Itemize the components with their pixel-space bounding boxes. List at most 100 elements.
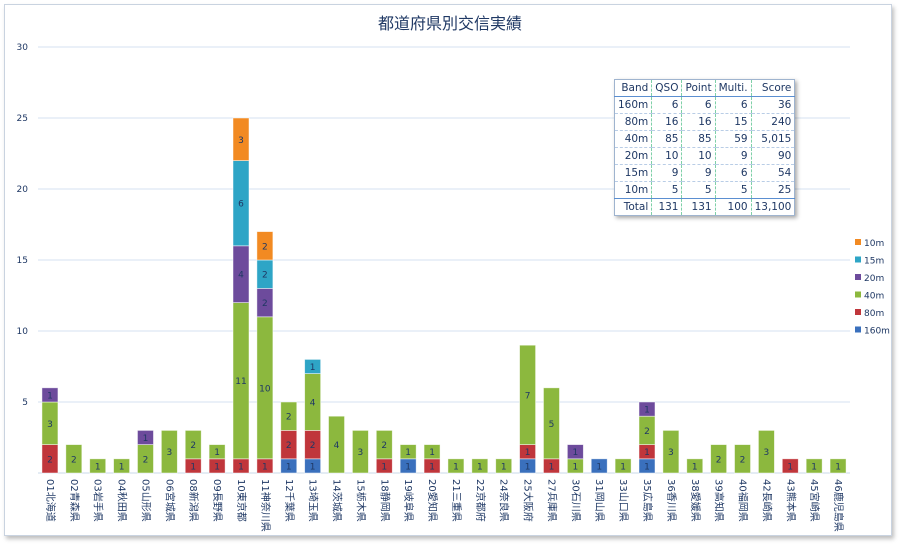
table-header-row: Band QSO Point Multi. Score <box>614 79 795 97</box>
table-cell: 15m <box>614 164 652 182</box>
legend-swatch-160m <box>855 326 861 333</box>
data-label: 2 <box>716 455 722 465</box>
data-label: 5 <box>549 420 555 430</box>
data-label: 1 <box>692 462 698 472</box>
bar-segment-40m <box>447 458 465 474</box>
data-label: 7 <box>525 391 531 401</box>
table-cell: 15 <box>714 113 752 131</box>
x-tick-label: 31岡山県 <box>593 479 605 522</box>
data-label: 2 <box>286 413 292 423</box>
bar-segment-40m <box>65 444 83 474</box>
table-cell: 90 <box>750 147 795 165</box>
data-label: 6 <box>238 200 244 210</box>
data-label: 1 <box>95 462 101 472</box>
table-cell: 5,015 <box>750 130 795 148</box>
data-label: 1 <box>572 462 578 472</box>
data-label: 2 <box>71 455 77 465</box>
data-label: 1 <box>644 448 650 458</box>
legend-swatch-20m <box>855 274 861 280</box>
legend-swatch-10m <box>855 239 861 245</box>
x-tick-label: 42長崎県 <box>760 479 773 522</box>
total-cell: Total <box>614 198 652 216</box>
score-summary-table: Band QSO Point Multi. Score 160m 6 6 6 36 80m… <box>614 79 796 216</box>
table-cell: 36 <box>750 96 795 114</box>
data-label: 1 <box>620 462 626 472</box>
legend-swatch-80m <box>855 309 861 315</box>
bar-segment-40m <box>399 444 417 460</box>
data-label: 2 <box>644 427 650 437</box>
x-tick-label: 05山形県 <box>139 479 151 522</box>
table-cell: 85 <box>651 130 682 148</box>
x-tick-label: 22京都府 <box>474 479 487 522</box>
data-label: 3 <box>166 448 172 458</box>
data-label: 1 <box>525 448 531 458</box>
legend-swatch-15m <box>855 256 861 263</box>
table-cell: 6 <box>714 164 752 182</box>
y-tick-label: 20 <box>17 185 29 195</box>
header-cell: QSO <box>651 79 682 97</box>
data-label: 1 <box>787 462 793 472</box>
data-label: 2 <box>740 455 746 465</box>
table-cell: 10 <box>681 147 716 165</box>
header-cell: Band <box>614 79 652 97</box>
bar-segment-40m <box>280 401 298 431</box>
table-cell: 5 <box>714 181 752 199</box>
table-cell: 59 <box>714 130 752 148</box>
table-cell: 16 <box>651 113 682 131</box>
bar-segment-40m <box>113 458 130 474</box>
x-tick-label: 02青森県 <box>68 479 81 522</box>
table-cell: 10 <box>651 147 682 165</box>
bar-segment-40m <box>829 458 847 474</box>
data-label: 1 <box>119 462 125 472</box>
x-tick-label: 11神奈川県 <box>259 479 272 532</box>
data-label: 4 <box>238 271 244 281</box>
x-tick-label: 45宮崎県 <box>808 479 821 522</box>
table-cell: 9 <box>681 164 716 182</box>
x-tick-label: 09長野県 <box>211 479 223 522</box>
bar-segment-20m <box>566 444 584 460</box>
x-tick-label: 13埼玉県 <box>307 479 320 522</box>
data-label: 1 <box>214 462 220 472</box>
table-cell: 9 <box>651 164 682 182</box>
bar-segment-40m <box>758 429 775 474</box>
bar-segment-40m <box>160 429 178 474</box>
header-cell: Point <box>681 79 716 97</box>
data-label: 3 <box>47 420 53 430</box>
data-label: 1 <box>262 462 268 472</box>
bar-segment-40m <box>710 444 728 474</box>
table-cell: 16 <box>681 113 716 131</box>
total-cell: 100 <box>714 198 752 216</box>
bar-segment-40m <box>352 429 369 474</box>
data-label: 4 <box>310 399 316 409</box>
data-label: 1 <box>596 462 602 472</box>
data-label: 1 <box>310 363 316 373</box>
x-tick-label: 06宮城県 <box>163 479 176 522</box>
bar-segment-40m <box>375 429 393 460</box>
data-label: 3 <box>238 136 244 146</box>
bar-segment-160m <box>590 458 608 474</box>
legend-label: 20m <box>864 274 884 284</box>
x-tick-label: 21三重県 <box>450 479 463 522</box>
data-label: 1 <box>286 462 292 472</box>
data-label: 1 <box>572 448 578 458</box>
legend-label: 160m <box>864 327 890 337</box>
bar-segment-20m <box>638 401 656 417</box>
bar-segment-40m <box>519 344 536 446</box>
data-label: 2 <box>190 441 196 451</box>
table-cell: 5 <box>681 181 716 199</box>
data-label: 1 <box>238 462 244 472</box>
x-tick-label: 03岩手県 <box>92 479 105 522</box>
legend-label: 10m <box>864 239 884 249</box>
data-label: 1 <box>501 462 507 472</box>
bar-segment-40m <box>734 444 751 474</box>
table-cell: 6 <box>714 96 752 114</box>
bar-segment-40m <box>184 429 202 460</box>
bar-segment-20m <box>41 387 59 403</box>
bar-segment-40m <box>471 458 489 474</box>
header-cell: Score <box>750 79 795 97</box>
bar-segment-40m <box>614 458 632 474</box>
table-cell: 40m <box>614 130 652 148</box>
bar-segment-80m <box>781 458 799 474</box>
y-tick-label: 10 <box>17 327 29 337</box>
